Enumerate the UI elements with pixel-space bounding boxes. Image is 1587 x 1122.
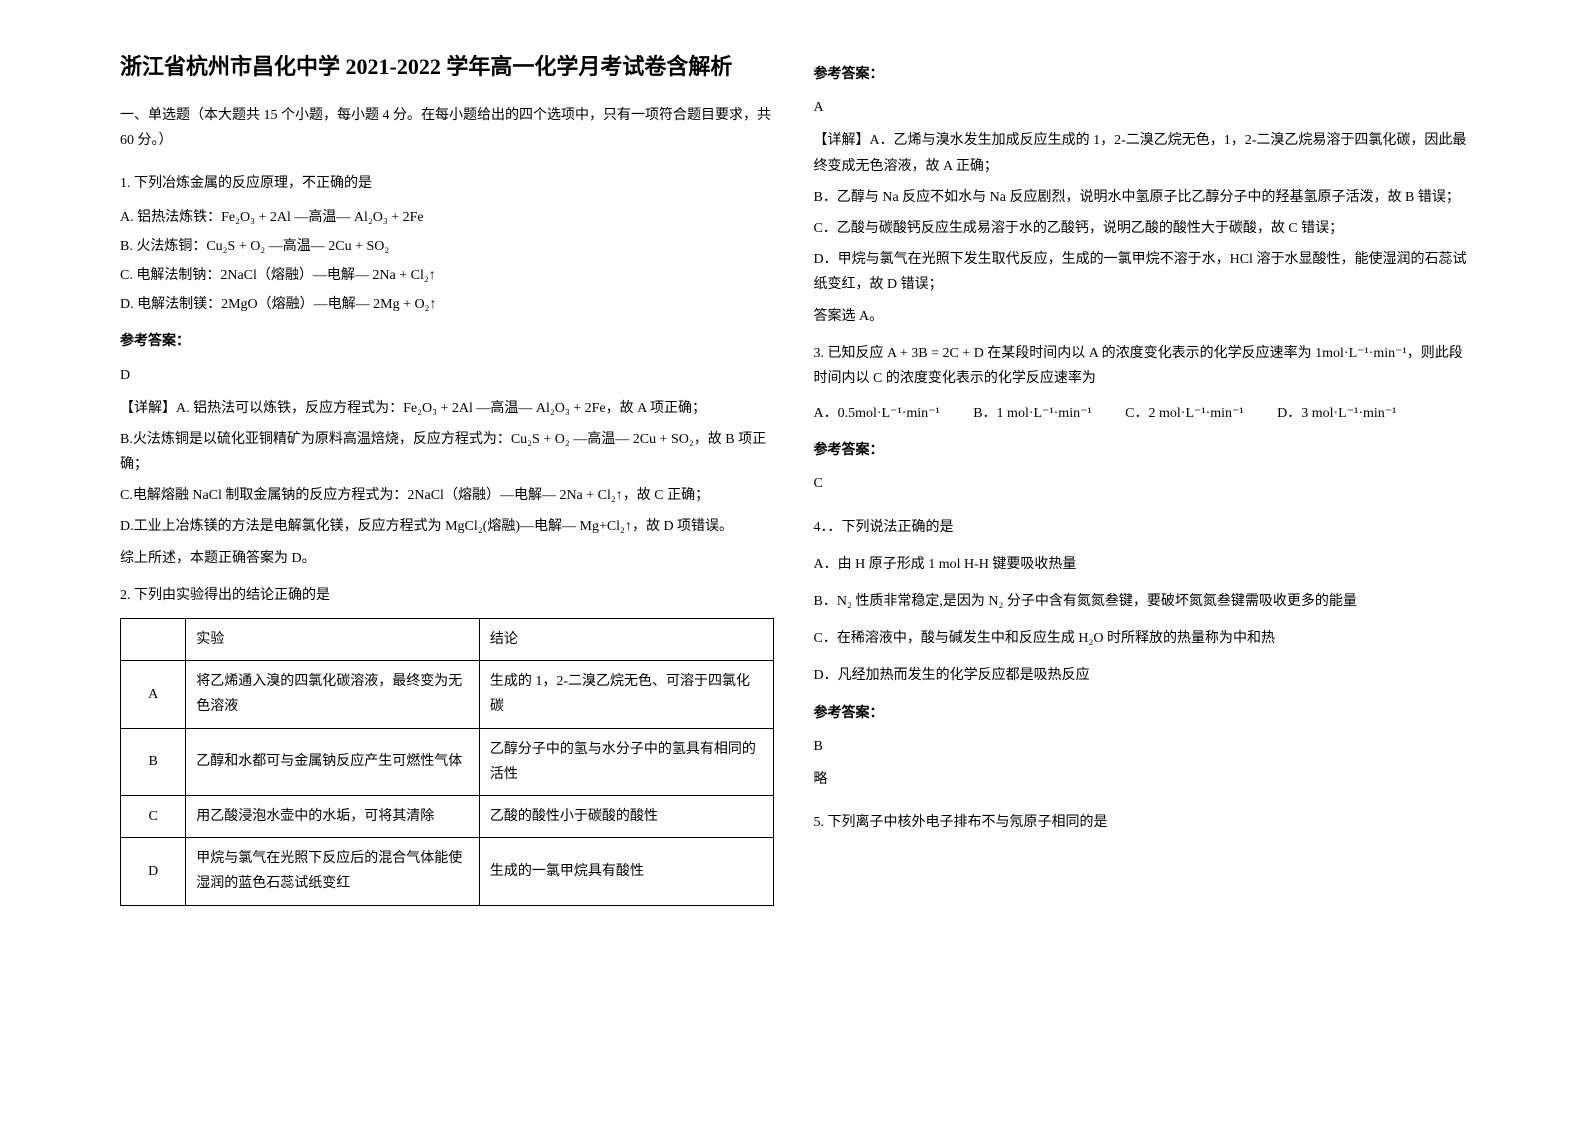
q5-number: 5. 下列离子中核外电子排布不与氖原子相同的是 (814, 810, 1468, 835)
q1-detail-b: B.火法炼铜是以硫化亚铜精矿为原料高温焙烧，反应方程式为：Cu₂S + O₂ —… (120, 427, 774, 477)
table-cell-d-letter: D (121, 838, 186, 905)
q1-option-a: A. 铝热法炼铁：Fe₂O₃ + 2Al —高温— Al₂O₃ + 2Fe (120, 205, 774, 230)
q1-detail-c: C.电解熔融 NaCl 制取金属钠的反应方程式为：2NaCl（熔融）—电解— 2… (120, 483, 774, 508)
table-cell-c-con: 乙酸的酸性小于碳酸的酸性 (479, 795, 773, 837)
q2-answer-letter: A (814, 95, 1468, 120)
q4-answer-letter: B (814, 734, 1468, 759)
table-cell-a-exp: 将乙烯通入溴的四氯化碳溶液，最终变为无色溶液 (186, 661, 480, 728)
q4-number: 4．．下列说法正确的是 (814, 515, 1468, 540)
q3-answer-letter: C (814, 471, 1468, 496)
table-row-d: D 甲烷与氯气在光照下反应后的混合气体能使湿润的蓝色石蕊试纸变红 生成的一氯甲烷… (121, 838, 774, 905)
q3-option-b: B．1 mol·L⁻¹·min⁻¹ (973, 406, 1091, 421)
table-header-experiment: 实验 (186, 619, 480, 661)
table-cell-b-exp: 乙醇和水都可与金属钠反应产生可燃性气体 (186, 728, 480, 795)
q4-option-d: D．凡经加热而发生的化学反应都是吸热反应 (814, 663, 1468, 688)
left-column: 浙江省杭州市昌化中学 2021-2022 学年高一化学月考试卷含解析 一、单选题… (100, 50, 794, 1072)
q4-option-b: B．N₂ 性质非常稳定,是因为 N₂ 分子中含有氮氮叁键，要破坏氮氮叁键需吸收更… (814, 589, 1468, 614)
q2-answer-label: 参考答案： (814, 62, 1468, 87)
document-title: 浙江省杭州市昌化中学 2021-2022 学年高一化学月考试卷含解析 (120, 50, 774, 83)
q1-answer-label: 参考答案： (120, 329, 774, 354)
q1-option-d: D. 电解法制镁：2MgO（熔融）—电解— 2Mg + O₂↑ (120, 292, 774, 317)
table-cell-c-exp: 用乙酸浸泡水壶中的水垢，可将其清除 (186, 795, 480, 837)
q2-number: 2. 下列由实验得出的结论正确的是 (120, 583, 774, 608)
table-cell-d-con: 生成的一氯甲烷具有酸性 (479, 838, 773, 905)
table-row-b: B 乙醇和水都可与金属钠反应产生可燃性气体 乙醇分子中的氢与水分子中的氢具有相同… (121, 728, 774, 795)
q2-summary: 答案选 A。 (814, 304, 1468, 329)
section-header: 一、单选题（本大题共 15 个小题，每小题 4 分。在每小题给出的四个选项中，只… (120, 103, 774, 153)
q2-detail-d: D．甲烷与氯气在光照下发生取代反应，生成的一氯甲烷不溶于水，HCl 溶于水显酸性… (814, 247, 1468, 297)
q3-option-d: D．3 mol·L⁻¹·min⁻¹ (1277, 406, 1396, 421)
table-cell-b-con: 乙醇分子中的氢与水分子中的氢具有相同的活性 (479, 728, 773, 795)
table-cell-a-letter: A (121, 661, 186, 728)
q4-option-a: A．由 H 原子形成 1 mol H-H 键要吸收热量 (814, 552, 1468, 577)
q2-detail-a: 【详解】A．乙烯与溴水发生加成反应生成的 1，2-二溴乙烷无色，1，2-二溴乙烷… (814, 128, 1468, 178)
q1-detail-a: 【详解】A. 铝热法可以炼铁，反应方程式为：Fe₂O₃ + 2Al —高温— A… (120, 396, 774, 421)
table-header-blank (121, 619, 186, 661)
table-cell-d-exp: 甲烷与氯气在光照下反应后的混合气体能使湿润的蓝色石蕊试纸变红 (186, 838, 480, 905)
q4-summary: 略 (814, 767, 1468, 792)
q3-number: 3. 已知反应 A + 3B = 2C + D 在某段时间内以 A 的浓度变化表… (814, 341, 1468, 391)
q4-answer-label: 参考答案： (814, 701, 1468, 726)
q1-number: 1. 下列冶炼金属的反应原理，不正确的是 (120, 171, 774, 196)
table-header-conclusion: 结论 (479, 619, 773, 661)
q1-summary: 综上所述，本题正确答案为 D。 (120, 546, 774, 571)
table-cell-c-letter: C (121, 795, 186, 837)
q2-table: 实验 结论 A 将乙烯通入溴的四氯化碳溶液，最终变为无色溶液 生成的 1，2-二… (120, 618, 774, 906)
q3-options: A．0.5mol·L⁻¹·min⁻¹ B．1 mol·L⁻¹·min⁻¹ C．2… (814, 401, 1468, 426)
table-header-row: 实验 结论 (121, 619, 774, 661)
q2-detail-b: B．乙醇与 Na 反应不如水与 Na 反应剧烈，说明水中氢原子比乙醇分子中的羟基… (814, 185, 1468, 210)
table-cell-a-con: 生成的 1，2-二溴乙烷无色、可溶于四氯化碳 (479, 661, 773, 728)
q2-detail-c: C．乙酸与碳酸钙反应生成易溶于水的乙酸钙，说明乙酸的酸性大于碳酸，故 C 错误； (814, 216, 1468, 241)
q3-option-c: C．2 mol·L⁻¹·min⁻¹ (1125, 406, 1243, 421)
table-cell-b-letter: B (121, 728, 186, 795)
table-row-c: C 用乙酸浸泡水壶中的水垢，可将其清除 乙酸的酸性小于碳酸的酸性 (121, 795, 774, 837)
q3-option-a: A．0.5mol·L⁻¹·min⁻¹ (814, 406, 940, 421)
q1-answer-letter: D (120, 363, 774, 388)
q1-option-b: B. 火法炼铜：Cu₂S + O₂ —高温— 2Cu + SO₂ (120, 234, 774, 259)
table-row-a: A 将乙烯通入溴的四氯化碳溶液，最终变为无色溶液 生成的 1，2-二溴乙烷无色、… (121, 661, 774, 728)
q1-detail-d: D.工业上冶炼镁的方法是电解氯化镁，反应方程式为 MgCl₂(熔融)—电解— M… (120, 514, 774, 539)
q3-answer-label: 参考答案： (814, 438, 1468, 463)
q1-option-c: C. 电解法制钠：2NaCl（熔融）—电解— 2Na + Cl₂↑ (120, 263, 774, 288)
q4-option-c: C．在稀溶液中，酸与碱发生中和反应生成 H₂O 时所释放的热量称为中和热 (814, 626, 1468, 651)
right-column: 参考答案： A 【详解】A．乙烯与溴水发生加成反应生成的 1，2-二溴乙烷无色，… (794, 50, 1488, 1072)
